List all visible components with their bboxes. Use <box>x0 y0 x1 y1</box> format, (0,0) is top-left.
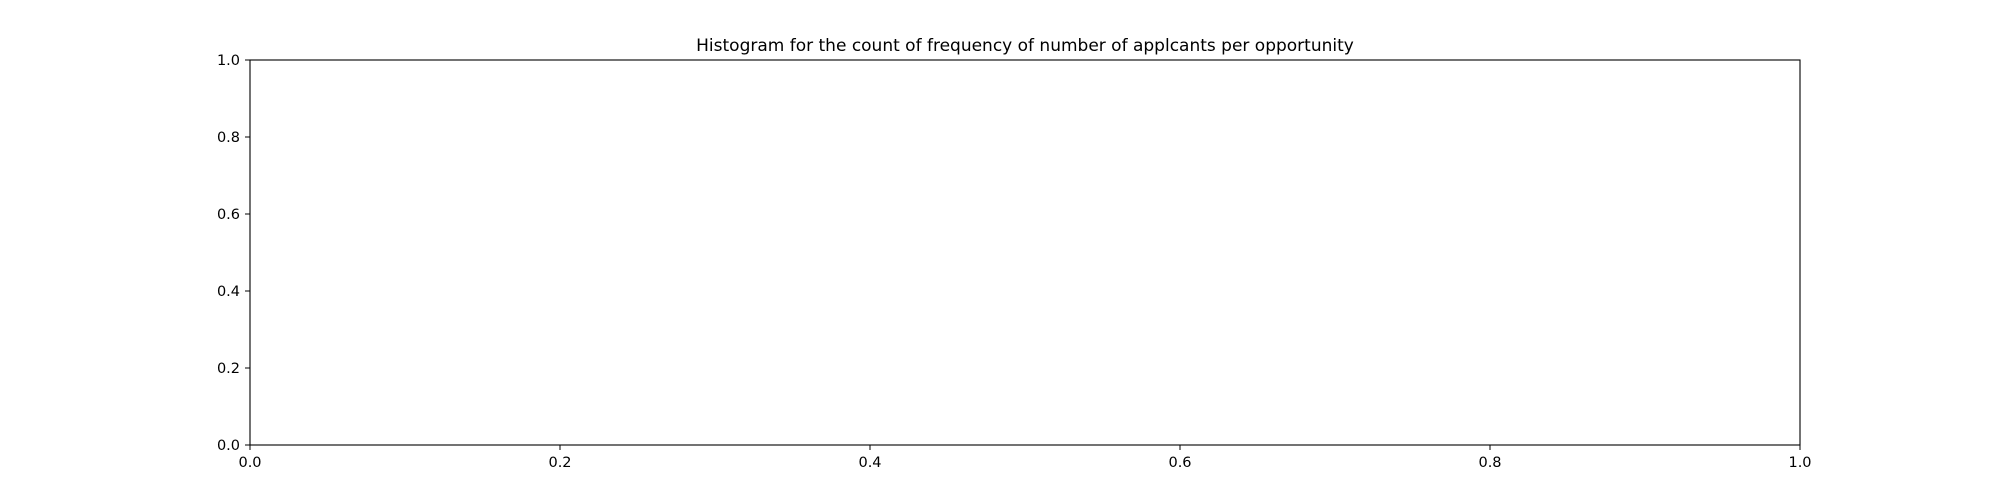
x-tick-label: 0.2 <box>548 455 571 471</box>
y-tick-label: 0.2 <box>217 361 240 377</box>
x-tick-label: 0.4 <box>858 455 881 471</box>
x-axis: 0.0 0.2 0.4 0.6 0.8 1.0 <box>238 445 1812 471</box>
axes-frame <box>249 59 1801 446</box>
y-tick-label: 0.0 <box>217 438 240 454</box>
y-tick-label: 1.0 <box>217 53 240 69</box>
x-tick-label: 0.6 <box>1168 455 1191 471</box>
plot-area <box>249 59 1801 446</box>
x-tick-label: 0.8 <box>1478 455 1501 471</box>
chart-title: Histogram for the count of frequency of … <box>696 36 1354 56</box>
x-tick-label: 1.0 <box>1788 455 1811 471</box>
y-tick-label: 0.8 <box>217 130 240 146</box>
y-axis: 0.0 0.2 0.4 0.6 0.8 1.0 <box>217 53 250 454</box>
x-tick-label: 0.0 <box>238 455 261 471</box>
axes-background <box>250 60 1800 445</box>
y-tick-label: 0.4 <box>217 284 240 300</box>
y-tick-label: 0.6 <box>217 207 240 223</box>
